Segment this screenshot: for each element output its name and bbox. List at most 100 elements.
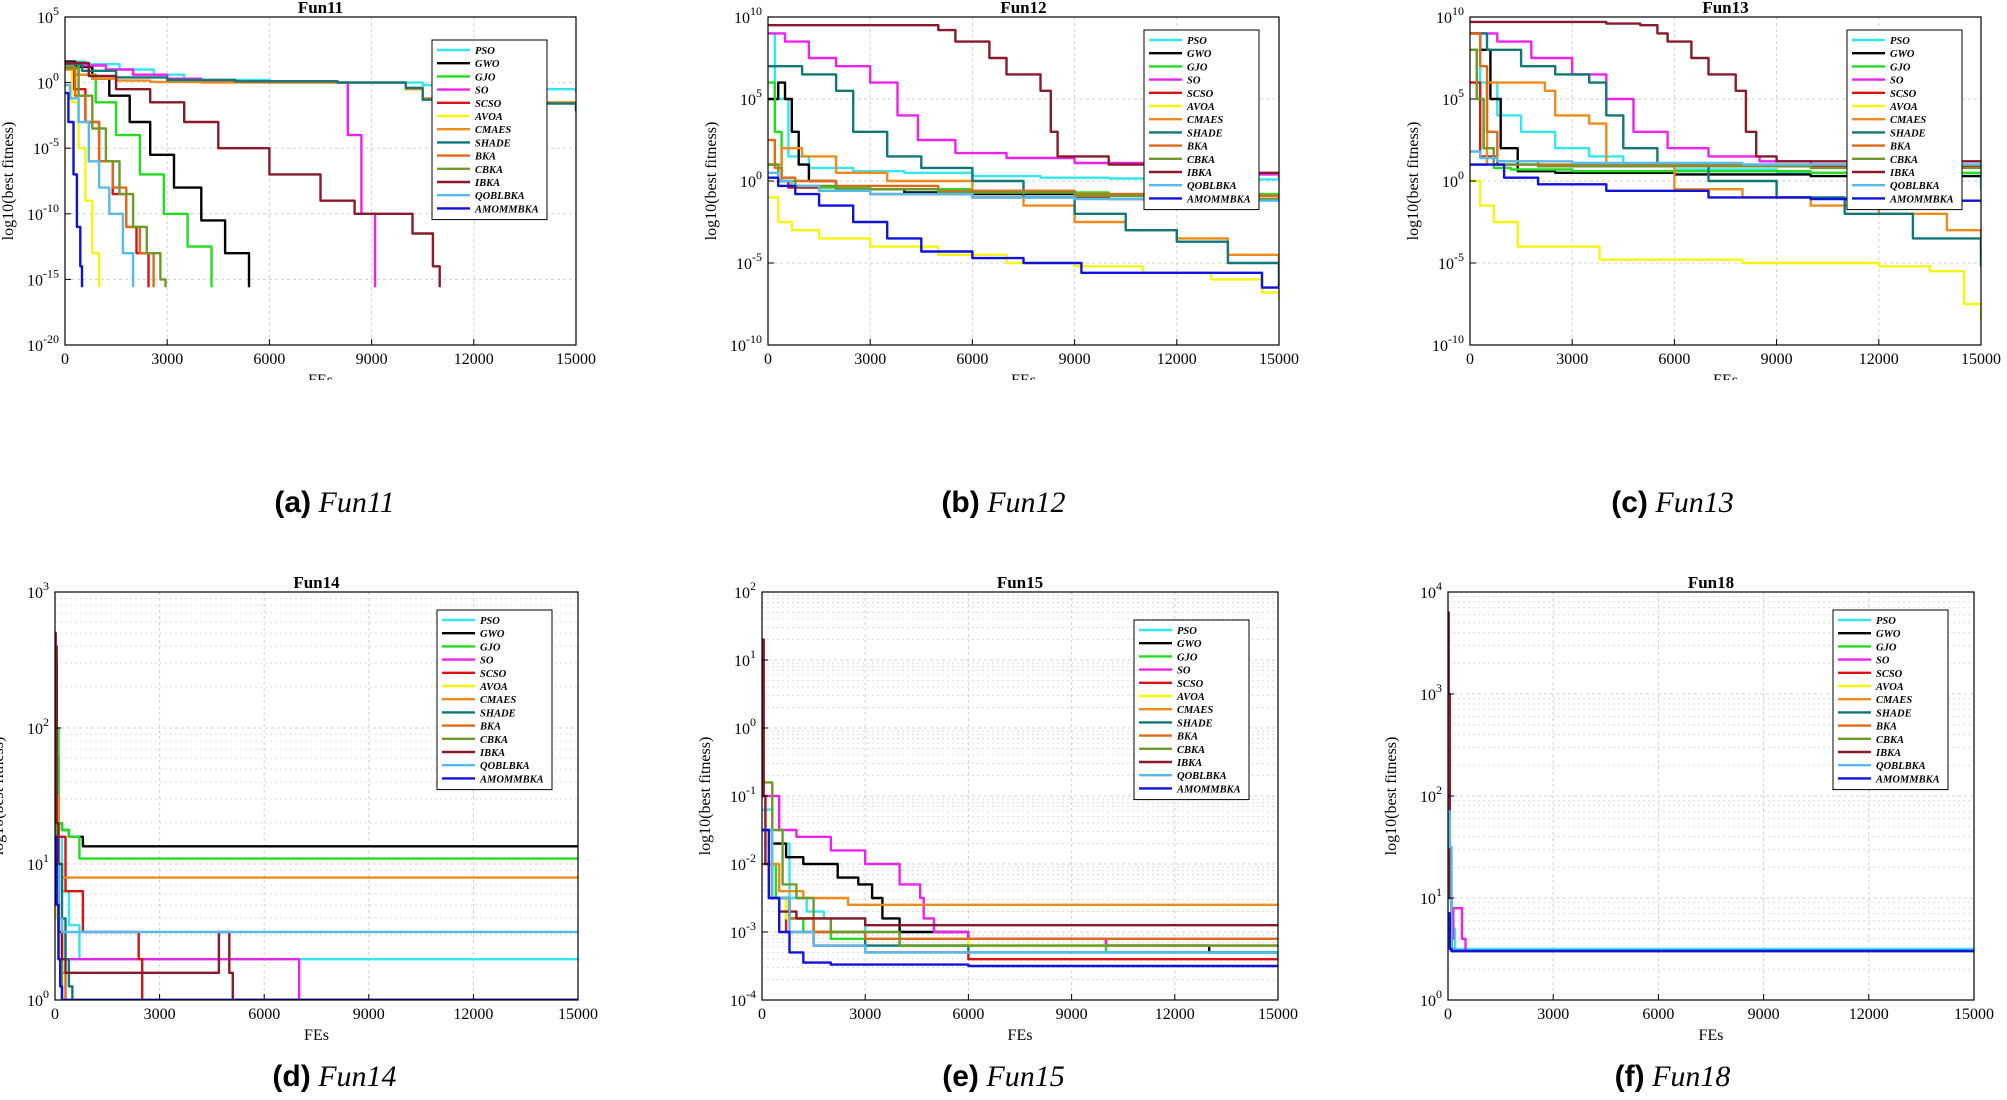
legend-label-ibka: IBKA <box>1875 748 1901 759</box>
legend-label-qoblbka: QOBLBKA <box>1187 181 1237 192</box>
x-tick-label: 15000 <box>556 351 596 368</box>
legend-label-bka: BKA <box>474 152 496 163</box>
y-tick-label: 101 <box>27 851 49 874</box>
legend-label-ibka: IBKA <box>1176 758 1202 769</box>
legend-label-avoa: AVOA <box>1176 692 1205 703</box>
x-axis-label: FEs <box>1011 372 1036 380</box>
series-group <box>55 631 578 1000</box>
series-group <box>65 60 576 288</box>
x-tick-label: 0 <box>51 1006 59 1023</box>
legend-label-pso: PSO <box>1890 36 1910 47</box>
x-tick-label: 3000 <box>849 1006 881 1023</box>
x-tick-label: 6000 <box>1642 1006 1674 1023</box>
series-line-shade <box>55 862 578 1000</box>
legend-label-pso: PSO <box>1187 36 1207 47</box>
y-tick-label: 103 <box>27 579 49 602</box>
legend-label-pso: PSO <box>1876 616 1896 627</box>
chart-fun18: 100 101 102 103 104 0 3000 6000 9000 12000 15000 Fu… <box>1383 573 1994 1040</box>
y-tick-label: 10-3 <box>730 919 756 942</box>
x-tick-label: 0 <box>764 351 772 368</box>
legend-label-avoa: AVOA <box>1186 102 1215 113</box>
series-line-ibka <box>768 24 1279 174</box>
chart-title: Fun18 <box>1688 573 1734 592</box>
y-tick-label: 105 <box>1442 86 1464 109</box>
x-tick-label: 3000 <box>144 1006 176 1023</box>
x-tick-label: 6000 <box>956 351 988 368</box>
x-tick-label: 12000 <box>1157 351 1197 368</box>
series-line-qoblbka <box>65 84 135 288</box>
chart-title: Fun11 <box>298 0 343 17</box>
legend: PSO GWO GJO SO SCSO AVOA CMAES SHADE BKA CBKA IBKA… <box>1133 619 1250 801</box>
y-tick-label: 10-10 <box>1432 332 1464 355</box>
chart-title: Fun12 <box>1000 0 1046 17</box>
legend-label-scso: SCSO <box>475 99 502 110</box>
x-tick-label: 6000 <box>1658 351 1690 368</box>
caption-label: (c) <box>1611 486 1648 519</box>
x-tick-label: 9000 <box>1761 351 1793 368</box>
y-tick-label: 10-5 <box>33 135 59 158</box>
x-axis-label: FEs <box>1008 1027 1033 1040</box>
y-axis-label: log10(best fitness) <box>703 122 720 241</box>
x-tick-label: 15000 <box>1259 351 1299 368</box>
y-tick-label: 10-4 <box>730 987 756 1010</box>
legend-label-ibka: IBKA <box>1186 168 1212 179</box>
caption-name: Fun13 <box>1655 486 1734 519</box>
legend-label-cmaes: CMAES <box>480 695 516 706</box>
legend-label-gjo: GJO <box>1876 642 1897 653</box>
series-line-shade <box>768 65 1279 283</box>
legend-label-qoblbka: QOBLBKA <box>1876 761 1926 772</box>
legend: PSO GWO GJO SO SCSO AVOA CMAES SHADE BKA CBKA IBKA… <box>436 609 553 791</box>
x-tick-label: 9000 <box>1748 1006 1780 1023</box>
x-tick-label: 15000 <box>1954 1006 1994 1023</box>
x-axis-label: FEs <box>1699 1027 1724 1040</box>
legend-label-bka: BKA <box>479 722 501 733</box>
legend-label-gjo: GJO <box>480 642 501 653</box>
chart-fun14: 100 101 102 103 0 3000 6000 9000 12000 15000 Fun14… <box>0 573 598 1040</box>
series-line-qoblbka <box>762 828 1278 960</box>
y-tick-label: 103 <box>1420 681 1442 704</box>
legend-label-gjo: GJO <box>1177 652 1198 663</box>
caption-fun12: (b) Fun12 <box>669 486 1338 520</box>
x-tick-label: 0 <box>61 351 69 368</box>
x-tick-label: 9000 <box>1059 351 1091 368</box>
y-tick-label: 101 <box>734 647 756 670</box>
legend-label-pso: PSO <box>1177 626 1197 637</box>
legend-label-gjo: GJO <box>1890 62 1911 73</box>
legend-label-ibka: IBKA <box>1889 168 1915 179</box>
chart-fun15: 10-4 10-3 10-2 10-1 100 101 102 0 3000 6000 9000 12… <box>697 573 1298 1040</box>
x-tick-label: 9000 <box>356 351 388 368</box>
y-tick-label: 100 <box>1442 168 1464 191</box>
legend-label-so: SO <box>1187 76 1201 87</box>
legend-label-bka: BKA <box>1889 142 1911 153</box>
x-tick-label: 12000 <box>1155 1006 1195 1023</box>
y-tick-label: 10-1 <box>730 783 756 806</box>
x-axis-label: FEs <box>304 1027 329 1040</box>
y-tick-label: 10-2 <box>730 851 756 874</box>
legend-label-amommbka: AMOMMBKA <box>1889 194 1954 205</box>
caption-name: Fun12 <box>987 486 1066 519</box>
y-axis-label: log10(best fitness) <box>0 737 7 856</box>
legend-label-qoblbka: QOBLBKA <box>475 191 525 202</box>
series-group <box>762 638 1278 968</box>
y-axis-label: log10(best fitness) <box>1383 737 1400 856</box>
legend-label-pso: PSO <box>475 46 495 57</box>
legend-label-avoa: AVOA <box>474 112 503 123</box>
x-tick-label: 12000 <box>454 351 494 368</box>
legend-label-avoa: AVOA <box>1889 102 1918 113</box>
caption-label: (e) <box>942 1060 979 1093</box>
y-axis-label: log10(best fitness) <box>0 122 17 241</box>
x-tick-label: 9000 <box>353 1006 385 1023</box>
legend-label-cbka: CBKA <box>1876 735 1904 746</box>
series-line-amommbka <box>1448 912 1974 953</box>
legend-label-gwo: GWO <box>1876 629 1901 640</box>
caption-fun11: (a) Fun11 <box>0 486 669 520</box>
legend-label-scso: SCSO <box>1187 89 1214 100</box>
legend-label-gwo: GWO <box>480 629 505 640</box>
series-line-amommbka <box>762 828 1278 968</box>
y-axis-label: log10(best fitness) <box>1405 122 1422 241</box>
legend-label-gjo: GJO <box>475 72 496 83</box>
y-tick-label: 100 <box>734 715 756 738</box>
legend-label-shade: SHADE <box>480 708 516 719</box>
legend-label-shade: SHADE <box>1890 128 1926 139</box>
legend-label-cmaes: CMAES <box>1177 705 1213 716</box>
